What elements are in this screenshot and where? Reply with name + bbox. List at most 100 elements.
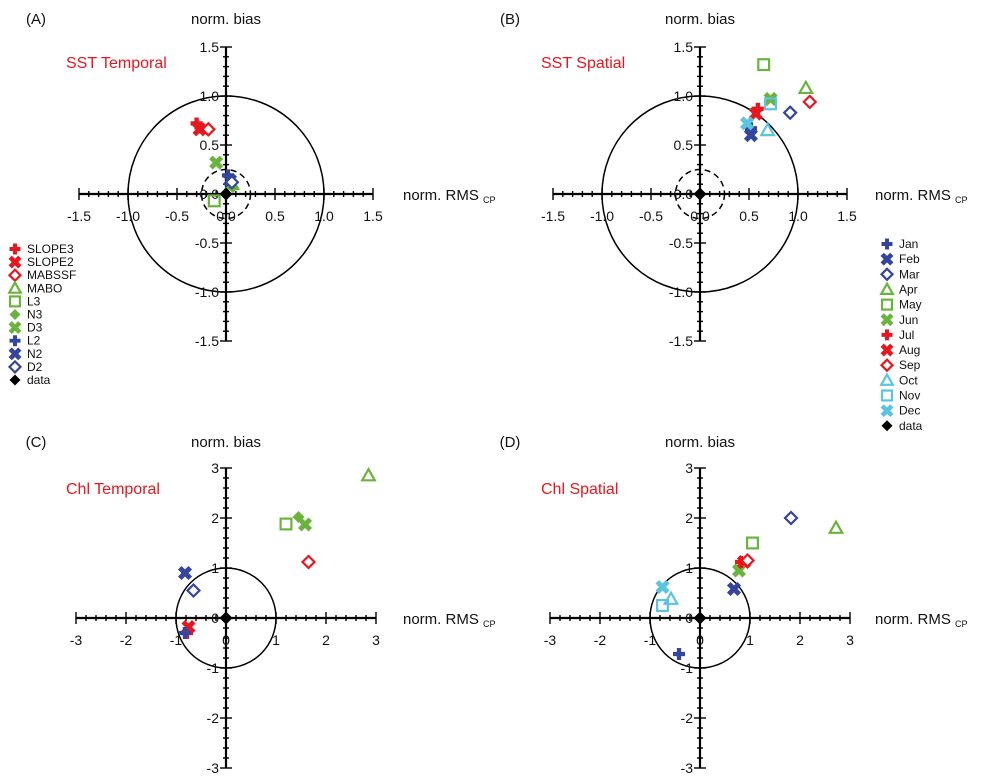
legend-marker-nov (880, 389, 894, 402)
point-l2 (179, 627, 191, 640)
x-tick-label: -0.5 (639, 208, 663, 224)
x-axis-label-subscript: CP (483, 619, 496, 629)
y-axis-label: norm. bias (665, 11, 735, 28)
panel-c: (C) norm. bias Chl Temporal norm. RMS CP -3 -… (26, 434, 496, 776)
panel-a: (A) norm. bias SST Temporal norm. RMS CP -1.… (7, 11, 496, 387)
x-tick-label: 2 (322, 632, 330, 648)
point-l3 (279, 517, 293, 531)
legend-marker-sep (879, 358, 895, 373)
legend-marker-aug (880, 343, 894, 357)
x-tick-label: 0.5 (265, 208, 285, 224)
legend-marker-d3-bar-b (8, 321, 22, 335)
legend-marker-jul (881, 329, 893, 341)
legend-marker-mabo (7, 280, 23, 294)
panel-label: (D) (500, 434, 521, 451)
legend-marker-feb-bar-b (880, 252, 894, 266)
point-mar (782, 105, 798, 121)
legend-label: Feb (899, 252, 920, 266)
point-data (219, 187, 233, 201)
point-sep (739, 552, 756, 569)
x-tick-label: -1.5 (541, 208, 565, 224)
y-tick-label: -1.0 (195, 284, 219, 300)
x-tick-label: 0 (696, 632, 704, 648)
legend-marker-may (880, 298, 894, 311)
point-d2 (224, 174, 240, 190)
x-tick-label: 1.5 (837, 208, 857, 224)
panel-title: Chl Temporal (66, 481, 160, 498)
x-axis-label-subscript: CP (483, 195, 496, 205)
y-tick-label: 0.5 (674, 137, 694, 153)
legend-label: Mar (899, 267, 920, 281)
legend-label: Apr (899, 282, 918, 296)
y-tick-label: -2 (681, 710, 694, 726)
point-d3 (297, 517, 313, 532)
legend-label: SLOPE2 (27, 255, 74, 269)
point-mabssf (200, 121, 216, 137)
x-tick-label: 2 (796, 632, 804, 648)
legend-label: Jun (899, 313, 918, 327)
x-tick-label: 1 (746, 632, 754, 648)
point-mar (783, 510, 799, 526)
y-tick-label: 0 (211, 610, 219, 626)
y-tick-label: -1.0 (669, 284, 693, 300)
x-axis-label: norm. RMS CP (403, 611, 496, 629)
legend-label: Sep (899, 358, 921, 372)
legend-marker-slope3 (9, 243, 21, 255)
legend-label: SLOPE3 (27, 242, 74, 256)
legend-label: D2 (27, 360, 43, 374)
y-tick-label: -1 (207, 660, 220, 676)
panel-title: SST Temporal (66, 55, 167, 72)
point-slope2 (192, 122, 207, 137)
y-tick-label: 0.5 (200, 137, 220, 153)
legend-label: N3 (27, 308, 43, 322)
y-tick-label: 0 (685, 610, 693, 626)
legend-label: data (27, 373, 51, 387)
y-tick-label: 1 (685, 560, 693, 576)
y-axis-label: norm. bias (191, 11, 261, 28)
point-l3 (207, 194, 221, 208)
legend-label: MABO (27, 281, 62, 295)
point-oct (759, 121, 776, 137)
y-tick-label: 3 (211, 460, 219, 476)
y-tick-label: 1.5 (674, 39, 694, 55)
legend-marker-aug-bar-b (880, 343, 894, 357)
x-tick-label: 0.0 (216, 208, 236, 224)
legend-marker-slope2 (8, 255, 22, 269)
legend-marker-n2 (8, 347, 22, 361)
point-apr (797, 79, 815, 95)
x-axis-label: norm. RMS CP (403, 187, 496, 205)
point-feb-bar-b (726, 581, 742, 597)
legend-marker-mabssf (7, 268, 23, 283)
point-slope2-bar-b (192, 122, 207, 137)
point-mabo (360, 466, 377, 482)
legend-marker-feb (880, 252, 894, 266)
legend-label: D3 (27, 321, 43, 335)
point-aug-bar-b (748, 106, 763, 121)
legend-marker-d2 (7, 359, 23, 374)
legend-label: data (899, 419, 923, 433)
y-tick-label: 1.5 (200, 39, 220, 55)
legend-marker-dec (880, 404, 894, 418)
legend-marker-dec-bar-b (880, 404, 894, 418)
y-tick-label: 2 (685, 510, 693, 526)
legend-label: Nov (899, 389, 920, 403)
x-tick-label: 0.5 (739, 208, 759, 224)
y-tick-label: -1.5 (195, 333, 219, 349)
legend-marker-data (9, 374, 21, 386)
x-tick-label: -1.0 (116, 208, 140, 224)
y-axis-label: norm. bias (191, 434, 261, 451)
legend-label: Jul (899, 328, 914, 342)
panel-label: (B) (500, 11, 520, 28)
point-sep (802, 94, 818, 110)
y-tick-label: 1.0 (674, 88, 694, 104)
x-tick-label: -1 (644, 632, 657, 648)
legend-marker-apr (879, 281, 895, 295)
legend-marker-mar (879, 267, 895, 282)
point-dec (655, 579, 670, 595)
y-tick-label: -1.5 (669, 333, 693, 349)
point-mabssf (300, 554, 317, 570)
legend-marker-l3 (8, 295, 22, 308)
y-tick-label: 1 (211, 560, 219, 576)
x-axis-label-subscript: CP (955, 195, 968, 205)
